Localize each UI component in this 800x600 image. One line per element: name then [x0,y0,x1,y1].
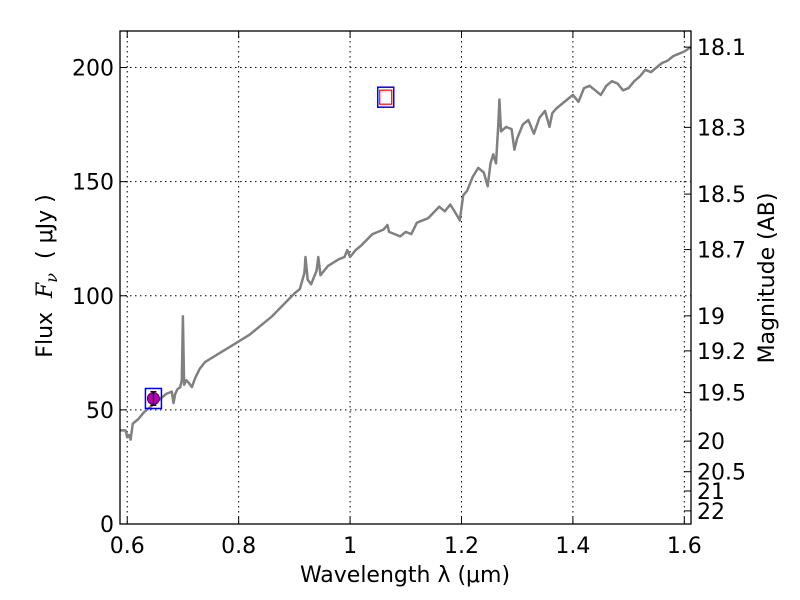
y-tick-label: 150 [72,171,114,196]
plot-frame [119,30,692,525]
right-tick-label: 21 [697,480,725,505]
right-tick-label: 19 [697,305,725,330]
right-tick-label: 18.3 [697,116,746,141]
right-axis-label: Magnitude (AB) [755,193,780,364]
y-axis-label-unit: ( μJy ) [33,194,58,273]
right-tick-label: 19.2 [697,340,746,365]
right-tick-label: 18.7 [697,239,746,264]
x-axis-label: Wavelength λ (μm) [300,563,510,588]
photometry-y-inner-square [379,89,393,105]
y-axis-label-prefix: Flux [33,298,58,358]
right-tick-label: 22 [697,500,725,525]
x-tick-label: 1.2 [444,534,479,559]
y-tick-label: 200 [72,57,114,82]
ticks [120,31,691,525]
y-tick-label: 100 [72,285,114,310]
right-tick-label: 18.1 [697,36,746,61]
x-tick-label: 1 [343,534,357,559]
right-tick-label: 18.5 [697,183,746,208]
y-tick-label: 0 [100,513,114,538]
y-tick-label: 50 [86,399,114,424]
tick-labels: 0.6 0.8 1 1.2 1.4 1.6 0 50 100 150 200 18.1 18.3 18.5… [72,36,746,559]
photometry-r-square [144,387,163,410]
y-axis-label-symbol: F [33,282,58,299]
x-tick-label: 1.4 [555,534,590,559]
series-line-spectrum [120,45,692,441]
photometry-y-square [376,86,395,108]
right-tick-label: 20 [697,430,725,455]
x-tick-label: 0.8 [221,534,256,559]
x-tick-label: 1.6 [667,534,702,559]
y-axis-label-subscript: ν [42,273,61,283]
markers-layer [144,86,395,410]
grid [120,31,691,525]
right-tick-label: 19.5 [697,382,746,407]
series-layer [120,45,692,441]
x-tick-label: 0.6 [110,534,145,559]
y-axis-label: Flux Fν ( μJy ) [33,194,61,357]
right-tick-label: 20.5 [697,461,746,486]
